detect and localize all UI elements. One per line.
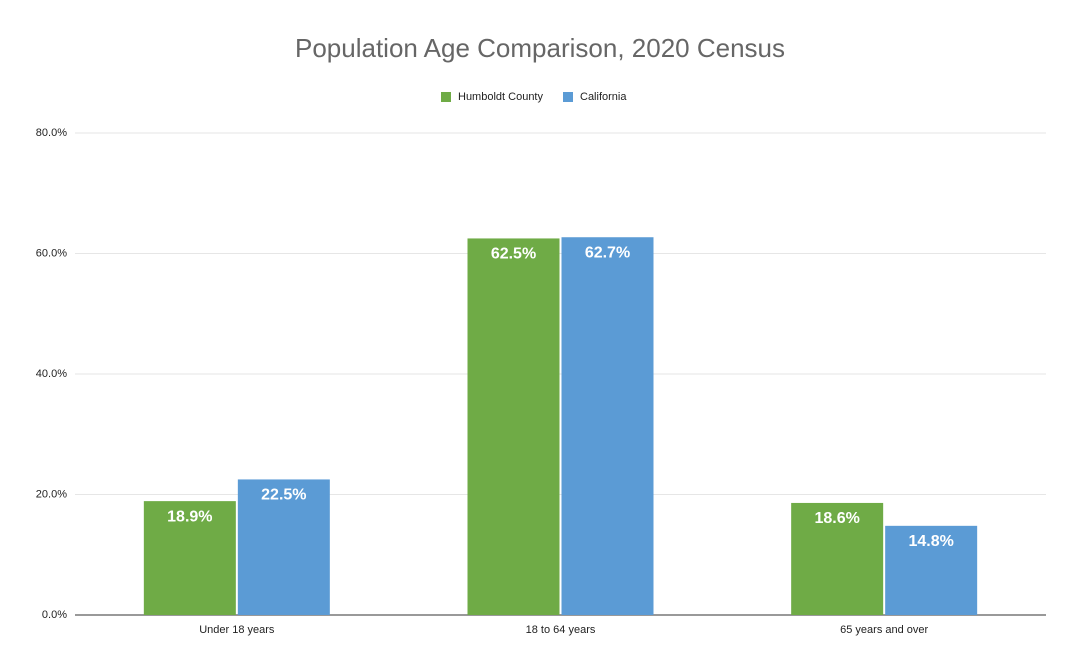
- bar: [143, 501, 236, 615]
- value-label: 14.8%: [908, 533, 953, 550]
- value-label: 62.7%: [585, 244, 630, 261]
- legend-label: California: [580, 91, 627, 103]
- y-tick-label: 80.0%: [36, 127, 67, 139]
- value-label: 62.5%: [491, 246, 536, 263]
- legend-label: Humboldt County: [458, 91, 543, 103]
- legend-swatch: [563, 92, 573, 102]
- value-label: 18.9%: [167, 508, 212, 525]
- bar: [237, 479, 330, 615]
- legend-swatch: [441, 92, 451, 102]
- bar: [561, 237, 654, 616]
- x-tick-label: 65 years and over: [840, 624, 928, 636]
- y-tick-label: 0.0%: [42, 609, 67, 621]
- value-label: 22.5%: [261, 487, 306, 504]
- value-label: 18.6%: [814, 510, 859, 527]
- y-tick-label: 60.0%: [36, 247, 67, 259]
- chart-title: Population Age Comparison, 2020 Census: [295, 33, 785, 63]
- x-tick-label: Under 18 years: [199, 624, 275, 636]
- bar: [885, 525, 978, 615]
- y-tick-label: 40.0%: [36, 368, 67, 380]
- bar: [791, 502, 884, 615]
- y-tick-label: 20.0%: [36, 488, 67, 500]
- x-tick-label: 18 to 64 years: [526, 624, 596, 636]
- bar: [467, 238, 560, 615]
